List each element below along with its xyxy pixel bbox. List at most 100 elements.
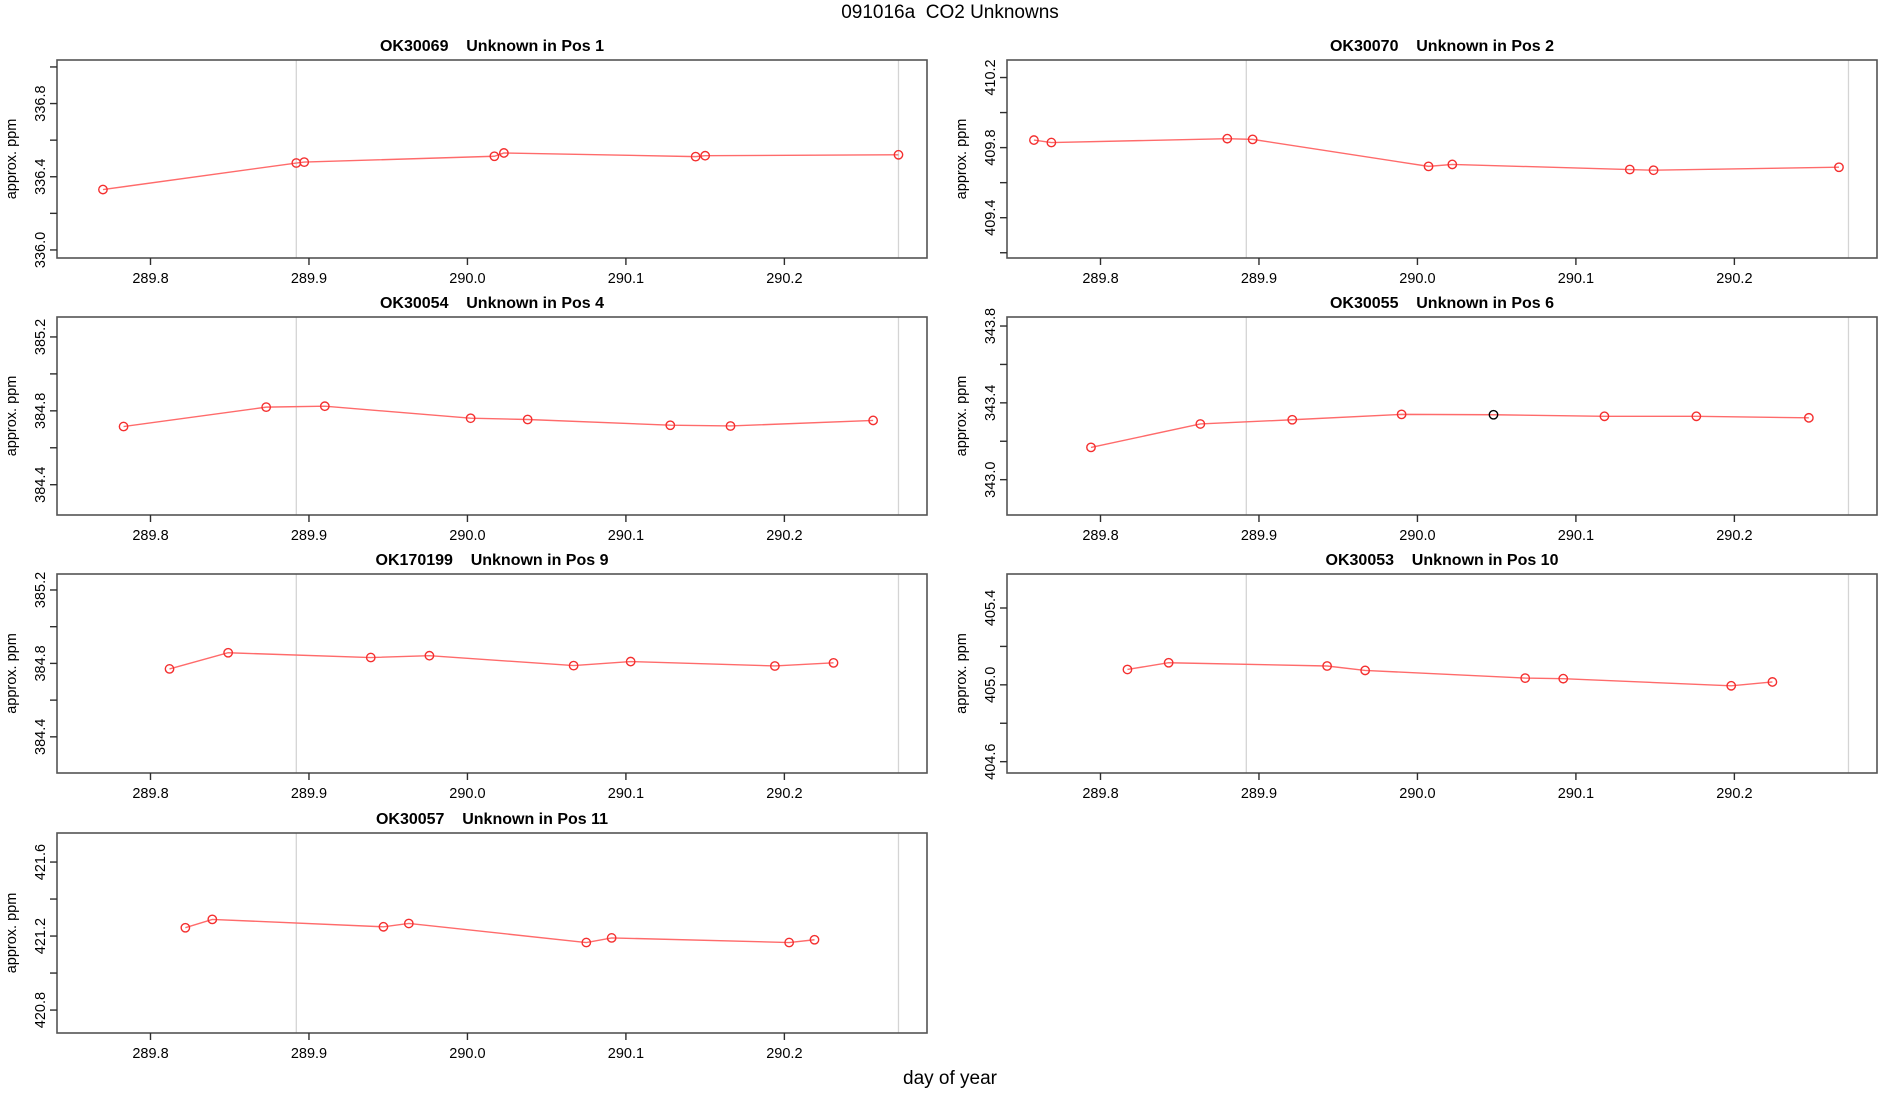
plot-frame (1006, 316, 1878, 516)
data-point (809, 934, 820, 945)
x-tick-label: 290.1 (1558, 528, 1594, 544)
data-point (828, 657, 839, 668)
plot-frame (56, 59, 928, 259)
data-point (1767, 677, 1778, 687)
data-point (1447, 159, 1458, 170)
data-point (1322, 661, 1333, 671)
y-axis-label: approx. ppm (954, 633, 970, 714)
plot-frame (1006, 59, 1878, 259)
panel-OK30069: 289.8 289.9 290.0 290.1 290.2 336.0 336.4 336.8… (4, 38, 928, 287)
data-point (1046, 137, 1057, 148)
panel-title: OK30055 Unknown in Pos 6 (1330, 295, 1554, 312)
y-tick-label: 410.2 (983, 59, 999, 95)
plot-frame (56, 573, 928, 774)
panel-title: OK170199 Unknown in Pos 9 (376, 552, 609, 569)
data-point (1287, 414, 1298, 425)
y-tick-label: 409.8 (983, 129, 999, 165)
series-line (123, 405, 874, 428)
data-point (261, 402, 272, 413)
data-point (893, 149, 904, 160)
x-tick-label: 290.1 (608, 786, 644, 802)
x-tick-label: 290.0 (449, 786, 485, 802)
data-point-flagged (1488, 409, 1499, 420)
y-tick-label: 343.8 (983, 308, 999, 344)
panel-title: OK30057 Unknown in Pos 11 (376, 811, 608, 828)
plot-frame (56, 832, 928, 1034)
data-point (319, 401, 330, 412)
figure-title: 091016a CO2 Unknowns (841, 2, 1059, 23)
x-tick-label: 290.0 (449, 528, 485, 544)
series-line (1033, 137, 1839, 171)
x-tick-label: 289.8 (132, 786, 168, 802)
x-tick-label: 289.9 (291, 1046, 327, 1062)
data-point (164, 664, 175, 674)
y-tick-label: 384.4 (33, 467, 49, 503)
data-point (207, 914, 218, 925)
y-tick-label: 421.2 (33, 918, 49, 954)
data-point (223, 647, 234, 658)
x-tick-label: 290.2 (766, 528, 802, 544)
panel-title: OK30054 Unknown in Pos 4 (380, 295, 604, 312)
data-point (1803, 412, 1814, 423)
data-point (98, 184, 108, 195)
panel-OK170199: 289.8 289.9 290.0 290.1 290.2 384.4 384.8 385.2… (4, 552, 928, 802)
x-tick-label: 290.2 (1716, 528, 1752, 544)
data-point (1834, 162, 1844, 173)
x-tick-label: 290.1 (608, 1046, 644, 1062)
plot-frame (56, 316, 928, 516)
y-tick-label: 343.4 (983, 385, 999, 421)
x-tick-label: 290.0 (449, 1046, 485, 1062)
data-point (725, 421, 736, 431)
panel-title: OK30070 Unknown in Pos 2 (1330, 38, 1554, 55)
data-point (498, 148, 509, 158)
data-point (1726, 680, 1737, 691)
y-tick-label: 385.2 (33, 572, 49, 608)
y-axis-label: approx. ppm (954, 119, 970, 200)
data-point (700, 150, 711, 161)
y-tick-label: 336.4 (33, 159, 49, 195)
series-line (1090, 413, 1809, 449)
y-tick-label: 336.8 (33, 85, 49, 121)
x-tick-label: 289.8 (1082, 786, 1118, 802)
series-line (102, 152, 899, 191)
data-point (769, 661, 780, 671)
data-point (1624, 164, 1635, 175)
x-tick-label: 289.9 (1241, 786, 1277, 802)
data-point (118, 421, 129, 432)
data-point (180, 922, 191, 933)
x-tick-label: 289.8 (1082, 271, 1118, 287)
y-tick-label: 421.6 (33, 844, 49, 880)
y-tick-label: 409.4 (983, 200, 999, 236)
x-tick-label: 289.8 (1082, 528, 1118, 544)
data-point (1247, 134, 1258, 145)
y-tick-label: 404.6 (983, 744, 999, 780)
x-tick-label: 290.2 (766, 786, 802, 802)
panel-title: OK30069 Unknown in Pos 1 (380, 38, 604, 55)
data-point (1558, 673, 1569, 684)
data-point (868, 415, 879, 426)
panel-OK30054: 289.8 289.9 290.0 290.1 290.2 384.4 384.8 385.2… (4, 295, 928, 544)
panel-OK30053: 289.8 289.9 290.0 290.1 290.2 404.6 405.0 405.4… (954, 552, 1878, 802)
x-tick-label: 289.8 (132, 1046, 168, 1062)
data-point (568, 660, 579, 671)
x-tick-label: 290.1 (1558, 786, 1594, 802)
y-tick-label: 384.8 (33, 393, 49, 429)
series-line (185, 918, 815, 944)
data-point (1360, 665, 1371, 676)
data-point (1520, 673, 1531, 684)
x-tick-label: 290.0 (1399, 271, 1435, 287)
x-tick-label: 289.9 (1241, 528, 1277, 544)
y-tick-label: 384.8 (33, 645, 49, 681)
data-point (1222, 133, 1233, 144)
y-axis-label: approx. ppm (4, 119, 20, 200)
x-tick-label: 290.2 (1716, 271, 1752, 287)
data-point (378, 921, 389, 932)
x-tick-label: 290.1 (1558, 271, 1594, 287)
plot-frame (1006, 573, 1878, 774)
x-tick-label: 290.2 (1716, 786, 1752, 802)
x-tick-label: 290.1 (608, 271, 644, 287)
x-tick-label: 289.9 (1241, 271, 1277, 287)
x-tick-label: 290.0 (449, 271, 485, 287)
